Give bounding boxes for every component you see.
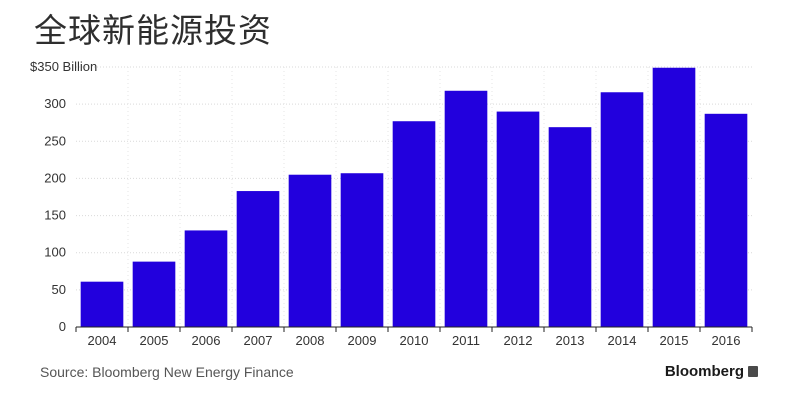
bar (392, 121, 436, 327)
axes: 0 50 100 150 200 250 300 $350 Billion 2004 2005 20… (30, 59, 753, 348)
x-tick-label: 2009 (348, 333, 377, 348)
y-tick-label: 200 (44, 170, 66, 185)
bar (184, 230, 228, 327)
bloomberg-mark-icon (748, 366, 758, 377)
x-tick-label: 2014 (608, 333, 637, 348)
x-tick-label: 2015 (660, 333, 689, 348)
x-tick-label: 2010 (400, 333, 429, 348)
gridlines (76, 66, 752, 327)
bar (600, 92, 644, 327)
brand-label: Bloomberg (664, 363, 744, 380)
x-tick-label: 2008 (296, 333, 325, 348)
bar (236, 191, 280, 327)
bar (704, 113, 748, 327)
x-tick-label: 2005 (140, 333, 169, 348)
x-tick-label: 2006 (192, 333, 221, 348)
y-tick-label: 300 (44, 96, 66, 111)
x-tick-label: 2004 (88, 333, 117, 348)
y-tick-label: 0 (59, 319, 66, 334)
y-tick-label: $350 Billion (30, 59, 97, 74)
bar (496, 111, 540, 327)
y-tick-label: 150 (44, 208, 66, 223)
x-tick-label: 2013 (556, 333, 585, 348)
y-tick-label: 100 (44, 245, 66, 260)
chart-title: 全球新能源投资 (34, 11, 272, 50)
bar (652, 67, 696, 327)
bars (80, 67, 748, 328)
bar (340, 173, 384, 327)
bar (80, 281, 124, 327)
source-note: Source: Bloomberg New Energy Finance (40, 364, 294, 380)
x-tick-label: 2007 (244, 333, 273, 348)
bar (444, 90, 488, 328)
y-tick-label: 50 (52, 282, 66, 297)
bloomberg-logo: Bloomberg (665, 363, 758, 380)
bar (548, 127, 592, 328)
x-tick-label: 2012 (504, 333, 533, 348)
bar (132, 261, 176, 327)
x-tick-label: 2011 (452, 333, 480, 348)
x-tick-label: 2016 (712, 333, 741, 348)
y-tick-label: 250 (44, 133, 66, 148)
bar (288, 174, 332, 327)
